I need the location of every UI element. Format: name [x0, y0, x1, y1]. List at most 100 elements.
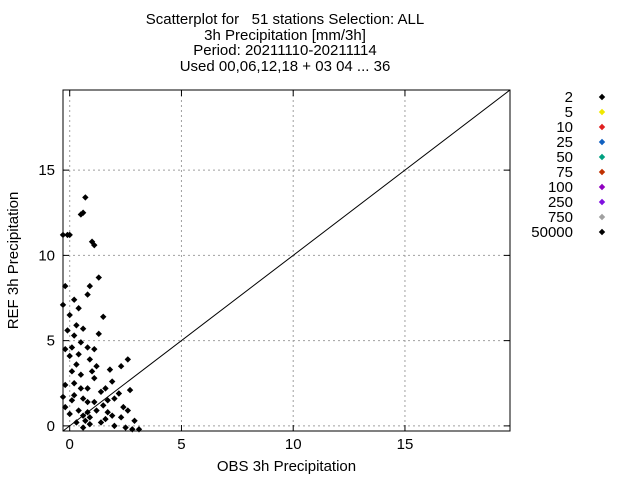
point-9-27 [75, 351, 82, 358]
point-9-77 [73, 361, 80, 368]
point-9-8 [95, 274, 102, 281]
legend-marker-8 [598, 213, 606, 221]
legend-label-5: 75 [556, 164, 573, 181]
point-9-59 [97, 419, 105, 426]
point-9-37 [77, 371, 85, 378]
point-9-56 [73, 419, 80, 426]
point-9-10 [84, 291, 91, 298]
point-9-39 [97, 388, 105, 395]
point-9-40 [70, 391, 78, 399]
title-line-4: Used 00,06,12,18 + 03 04 ... 36 [179, 57, 391, 75]
point-9-22 [68, 344, 76, 351]
title-line-2: 3h Precipitation [mm/3h] [204, 26, 366, 44]
point-9-7 [91, 241, 98, 249]
x-tick-label-0: 0 [66, 436, 74, 453]
point-9-45 [120, 403, 127, 411]
point-9-78 [131, 417, 138, 424]
point-9-63 [135, 426, 143, 433]
chart-title: Scatterplot for 51 stations Selection: A… [0, 12, 570, 74]
point-9-51 [86, 414, 94, 421]
point-9-58 [86, 420, 94, 428]
point-9-25 [100, 313, 107, 320]
title-line-3: Period: 20211110-20211114 [193, 42, 377, 59]
point-9-52 [82, 417, 89, 424]
point-9-28 [86, 356, 94, 363]
point-9-12 [75, 305, 82, 312]
point-9-38 [91, 374, 98, 382]
legend-marker-6 [598, 183, 606, 191]
point-9-68 [84, 409, 91, 416]
legend-label-7: 250 [548, 194, 573, 211]
x-tick-label-1: 5 [177, 436, 185, 453]
point-9-65 [75, 407, 82, 414]
plot-frame [62, 89, 511, 432]
point-9-69 [70, 380, 78, 387]
y-axis-label: REF 3h Precipitation [5, 192, 22, 330]
point-9-2 [66, 231, 73, 239]
point-9-55 [66, 410, 73, 418]
legend-marker-9 [598, 228, 606, 236]
point-9-32 [117, 363, 125, 370]
point-9-73 [77, 385, 85, 392]
point-9-3 [77, 211, 85, 218]
point-9-66 [68, 397, 76, 404]
point-9-17 [73, 322, 80, 329]
point-9-49 [104, 409, 111, 416]
point-9-11 [70, 296, 78, 303]
point-9-48 [108, 412, 116, 419]
x-axis-label: OBS 3h Precipitation [217, 458, 356, 475]
legend-label-4: 50 [556, 149, 573, 166]
point-9-54 [62, 403, 69, 411]
legend-marker-5 [598, 168, 606, 176]
point-9-26 [95, 330, 102, 338]
point-9-74 [88, 368, 96, 375]
point-9-71 [68, 368, 76, 375]
point-9-30 [126, 386, 134, 394]
point-9-79 [79, 412, 87, 419]
point-9-60 [129, 426, 136, 433]
point-9-35 [102, 385, 109, 392]
legend-label-8: 750 [548, 209, 573, 226]
point-9-23 [84, 344, 91, 351]
point-9-76 [115, 390, 123, 397]
point-9-4 [79, 209, 87, 216]
point-9-24 [91, 345, 98, 353]
point-9-19 [70, 332, 78, 339]
point-9-62 [111, 422, 118, 430]
point-9-29 [93, 363, 100, 370]
legend-label-1: 5 [565, 104, 573, 121]
title-line-1: Scatterplot for 51 stations Selection: A… [145, 11, 425, 28]
legend-marker-1 [598, 108, 606, 116]
y-tick-label-0: 0 [47, 418, 55, 435]
point-9-47 [117, 414, 125, 421]
legend-label-3: 25 [556, 134, 573, 151]
point-9-21 [62, 345, 69, 353]
point-9-72 [66, 352, 73, 360]
point-9-64 [91, 398, 98, 406]
point-9-18 [79, 325, 87, 332]
point-9-42 [84, 398, 91, 406]
point-9-14 [62, 282, 69, 290]
point-9-31 [124, 356, 132, 363]
axis-ticks: 0 5 10 15 0 5 10 15 [38, 90, 510, 453]
y-tick-label-2: 10 [38, 247, 55, 264]
legend-label-2: 10 [556, 119, 573, 136]
point-9-20 [77, 339, 85, 346]
y-tick-label-3: 15 [38, 162, 55, 179]
legend-marker-3 [598, 138, 606, 146]
point-9-43 [100, 402, 107, 409]
point-9-70 [62, 381, 69, 389]
x-tick-label-2: 10 [285, 436, 302, 453]
y-tick-label-1: 5 [47, 333, 55, 350]
legend-marker-0 [598, 93, 606, 101]
diagonal-line [62, 89, 511, 432]
point-9-41 [79, 395, 87, 402]
point-9-34 [108, 378, 116, 385]
legend-label-9: 50000 [531, 224, 573, 241]
legend-marker-2 [598, 123, 606, 131]
legend-label-6: 100 [548, 179, 573, 196]
point-9-9 [86, 282, 94, 290]
point-9-44 [111, 395, 118, 402]
